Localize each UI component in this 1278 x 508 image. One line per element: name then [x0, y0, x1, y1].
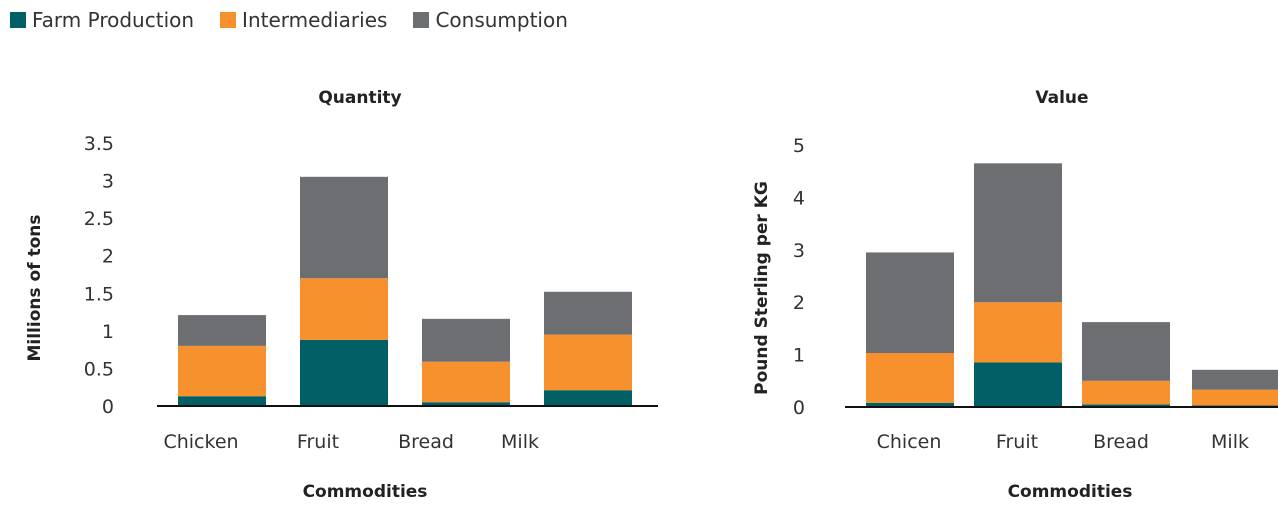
bar-intermediaries	[1192, 389, 1278, 406]
x-tick-label: Bread	[398, 431, 454, 453]
legend: Farm Production Intermediaries Consumpti…	[10, 8, 568, 32]
x-tick-label: Milk	[1211, 431, 1249, 453]
bar-intermediaries	[1082, 380, 1170, 405]
bar-farm-production	[422, 402, 510, 406]
chart-title: Value	[1035, 88, 1088, 108]
y-tick-label: 2	[793, 292, 805, 314]
bar-consumption	[974, 163, 1062, 303]
x-tick-label: Fruit	[297, 431, 339, 453]
x-tick-label: Bread	[1093, 431, 1149, 453]
bar-intermediaries	[178, 345, 266, 397]
y-tick-label: 0	[102, 396, 114, 418]
y-tick-label: 5	[793, 135, 805, 157]
y-tick-label: 1	[102, 321, 114, 343]
bar-farm-production	[300, 339, 388, 406]
chart-title: Quantity	[318, 88, 401, 108]
bar-consumption	[1082, 322, 1170, 381]
x-axis-title: Commodities	[303, 482, 428, 502]
y-tick-label: 3	[793, 240, 805, 262]
bar-consumption	[422, 318, 510, 362]
y-tick-label: 1.5	[84, 283, 114, 305]
legend-label: Intermediaries	[242, 8, 388, 32]
bar-consumption	[866, 252, 954, 354]
y-tick-label: 3.5	[84, 133, 114, 155]
legend-item-consumption: Consumption	[413, 8, 568, 32]
bar-consumption	[544, 291, 632, 335]
y-tick-label: 2	[102, 246, 114, 268]
y-tick-label: 3	[102, 171, 114, 193]
bar-intermediaries	[300, 278, 388, 340]
legend-label: Consumption	[435, 8, 568, 32]
bar-consumption	[1192, 369, 1278, 390]
bar-intermediaries	[422, 361, 510, 403]
bar-farm-production	[866, 402, 954, 407]
x-tick-label: Fruit	[996, 431, 1038, 453]
bar-consumption	[300, 176, 388, 279]
bar-farm-production	[974, 362, 1062, 407]
x-tick-label: Chicken	[163, 431, 238, 453]
legend-swatch	[10, 12, 26, 28]
legend-swatch	[220, 12, 237, 28]
y-tick-label: 0	[793, 397, 805, 419]
bar-consumption	[178, 315, 266, 346]
y-axis-title: Millions of tons	[25, 214, 45, 361]
bar-intermediaries	[866, 353, 954, 403]
bar-farm-production	[178, 396, 266, 406]
x-tick-label: Milk	[501, 431, 539, 453]
legend-item-intermediaries: Intermediaries	[220, 8, 387, 32]
y-tick-label: 2.5	[84, 208, 114, 230]
x-axis-title: Commodities	[1008, 482, 1133, 502]
bar-farm-production	[544, 390, 632, 406]
bar-intermediaries	[974, 302, 1062, 363]
y-tick-label: 4	[793, 187, 805, 209]
bar-intermediaries	[544, 334, 632, 391]
x-tick-label: Chicen	[877, 431, 942, 453]
legend-item-farm-production: Farm Production	[10, 8, 194, 32]
bar-farm-production	[1082, 404, 1170, 407]
y-tick-label: 1	[793, 345, 805, 367]
legend-swatch	[413, 12, 430, 28]
y-axis-title: Pound Sterling per KG	[752, 181, 772, 395]
y-tick-label: 0.5	[84, 358, 114, 380]
legend-label: Farm Production	[32, 8, 195, 32]
